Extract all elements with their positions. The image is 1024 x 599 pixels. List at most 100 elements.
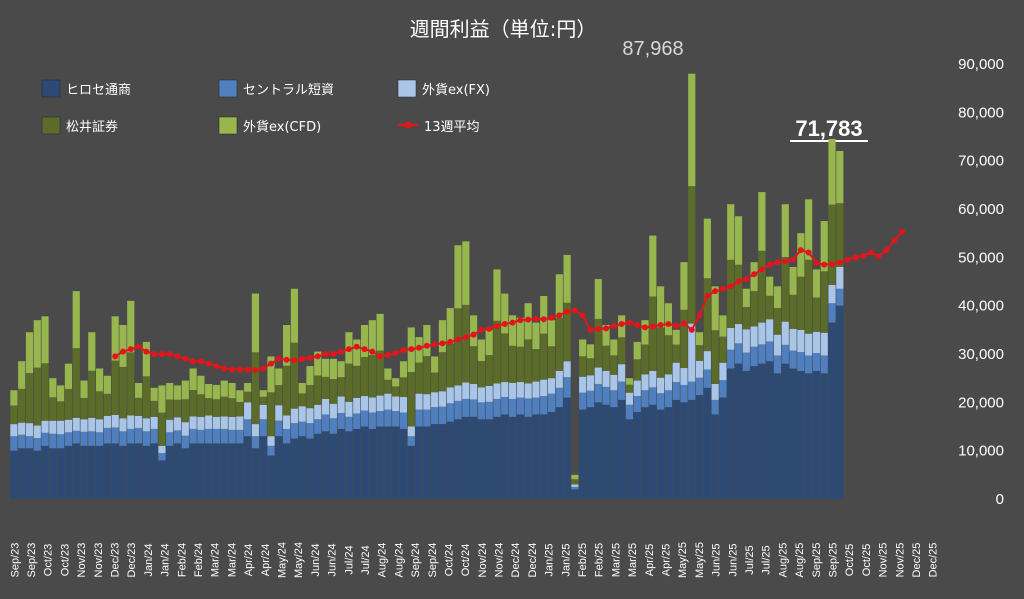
ma-point bbox=[229, 366, 236, 373]
bar-cfd bbox=[189, 368, 197, 391]
ma-point bbox=[408, 346, 415, 353]
bar-fx bbox=[797, 329, 805, 353]
bar-hirose bbox=[789, 368, 797, 499]
bar-hirose bbox=[18, 448, 26, 499]
bar-hirose bbox=[431, 424, 439, 499]
bar-fx bbox=[96, 419, 104, 433]
bar-matsui bbox=[703, 278, 711, 352]
bar-cfd bbox=[329, 358, 337, 380]
x-tick-label: Nov/23 bbox=[76, 543, 88, 578]
bar-central bbox=[688, 381, 696, 400]
bar-cfd bbox=[703, 218, 711, 279]
bar-matsui bbox=[306, 385, 314, 409]
ma-point bbox=[712, 288, 719, 295]
x-tick-label: Feb/24 bbox=[193, 543, 205, 577]
ma-point bbox=[766, 261, 773, 268]
bar-cfd bbox=[267, 356, 275, 393]
bar-hirose bbox=[353, 428, 361, 499]
bar-hirose bbox=[618, 399, 626, 499]
bar-hirose bbox=[173, 443, 182, 499]
bar-cfd bbox=[181, 380, 189, 400]
bar-hirose bbox=[244, 436, 252, 499]
bar-cfd bbox=[384, 368, 392, 380]
bar-fx bbox=[812, 331, 821, 354]
ma-point bbox=[392, 350, 399, 357]
x-tick-label: Jul/24 bbox=[343, 545, 355, 574]
legend-swatch bbox=[41, 79, 61, 98]
bar-matsui bbox=[501, 333, 509, 383]
ma-point bbox=[743, 276, 750, 283]
bar-central bbox=[10, 436, 18, 451]
ma-point bbox=[416, 344, 423, 351]
bar-fx bbox=[111, 414, 119, 428]
x-tick-label: Apr/24 bbox=[260, 544, 272, 576]
bar-central bbox=[571, 486, 579, 490]
bar-central bbox=[594, 383, 602, 403]
bar-central bbox=[399, 412, 408, 429]
bar-central bbox=[454, 400, 462, 420]
ma-point bbox=[891, 237, 898, 244]
ma-point bbox=[564, 308, 571, 315]
bar-central bbox=[657, 393, 665, 410]
bar-fx bbox=[734, 324, 743, 344]
ma-point bbox=[299, 355, 306, 362]
bar-matsui bbox=[438, 352, 447, 392]
bar-hirose bbox=[290, 438, 298, 499]
bar-central bbox=[836, 288, 844, 306]
bar-fx bbox=[283, 415, 291, 429]
ma-point bbox=[384, 351, 391, 358]
bar-matsui bbox=[672, 344, 680, 363]
bar-fx bbox=[703, 351, 711, 370]
bar-matsui bbox=[633, 359, 641, 381]
bar-cfd bbox=[532, 322, 540, 350]
legend-item: 外貨ex(CFD) bbox=[218, 116, 321, 135]
bar-matsui bbox=[368, 354, 376, 398]
bar-hirose bbox=[72, 443, 80, 499]
bar-cfd bbox=[353, 339, 361, 366]
bar-hirose bbox=[446, 421, 454, 499]
bar-cfd bbox=[797, 233, 805, 277]
bar-hirose bbox=[283, 443, 291, 499]
bar-central bbox=[158, 453, 166, 461]
bar-hirose bbox=[703, 387, 711, 499]
bar-matsui bbox=[399, 377, 408, 398]
bar-hirose bbox=[345, 431, 353, 499]
bar-fx bbox=[80, 419, 88, 432]
x-tick-label: Dec/25 bbox=[928, 543, 940, 578]
bar-central bbox=[345, 416, 353, 432]
bar-matsui bbox=[719, 336, 727, 363]
bar-fx bbox=[454, 385, 462, 401]
bar-hirose bbox=[111, 443, 119, 499]
bar-central bbox=[812, 353, 821, 371]
bar-matsui bbox=[119, 366, 127, 419]
x-tick-label: Aug/25 bbox=[794, 543, 806, 578]
bar-matsui bbox=[64, 388, 73, 420]
bar-matsui bbox=[555, 317, 563, 371]
bar-fx bbox=[251, 424, 260, 437]
bar-fx bbox=[501, 382, 509, 398]
bar-hirose bbox=[360, 426, 369, 499]
bar-fx bbox=[649, 370, 657, 388]
bar-hirose bbox=[166, 445, 174, 499]
bar-matsui bbox=[657, 327, 665, 378]
bar-fx bbox=[586, 375, 595, 391]
bar-hirose bbox=[571, 489, 579, 499]
x-tick-label: Mar/24 bbox=[226, 543, 238, 577]
x-tick-label: Nov/25 bbox=[878, 543, 890, 578]
bar-central bbox=[166, 432, 174, 446]
y-tick-label: 40,000 bbox=[958, 298, 1004, 315]
bar-central bbox=[766, 341, 774, 362]
bar-cfd bbox=[602, 325, 610, 346]
bar-fx bbox=[189, 416, 197, 429]
bar-cfd bbox=[150, 387, 158, 401]
bar-hirose bbox=[586, 407, 595, 499]
y-tick-label: 90,000 bbox=[958, 56, 1004, 73]
bar-central bbox=[275, 420, 283, 437]
x-tick-label: Jun/25 bbox=[727, 543, 739, 576]
ma-point bbox=[501, 321, 508, 328]
bar-fx bbox=[33, 425, 41, 439]
bar-cfd bbox=[57, 385, 65, 402]
bar-central bbox=[321, 414, 330, 432]
bar-hirose bbox=[711, 414, 719, 499]
ma-point bbox=[821, 261, 828, 268]
